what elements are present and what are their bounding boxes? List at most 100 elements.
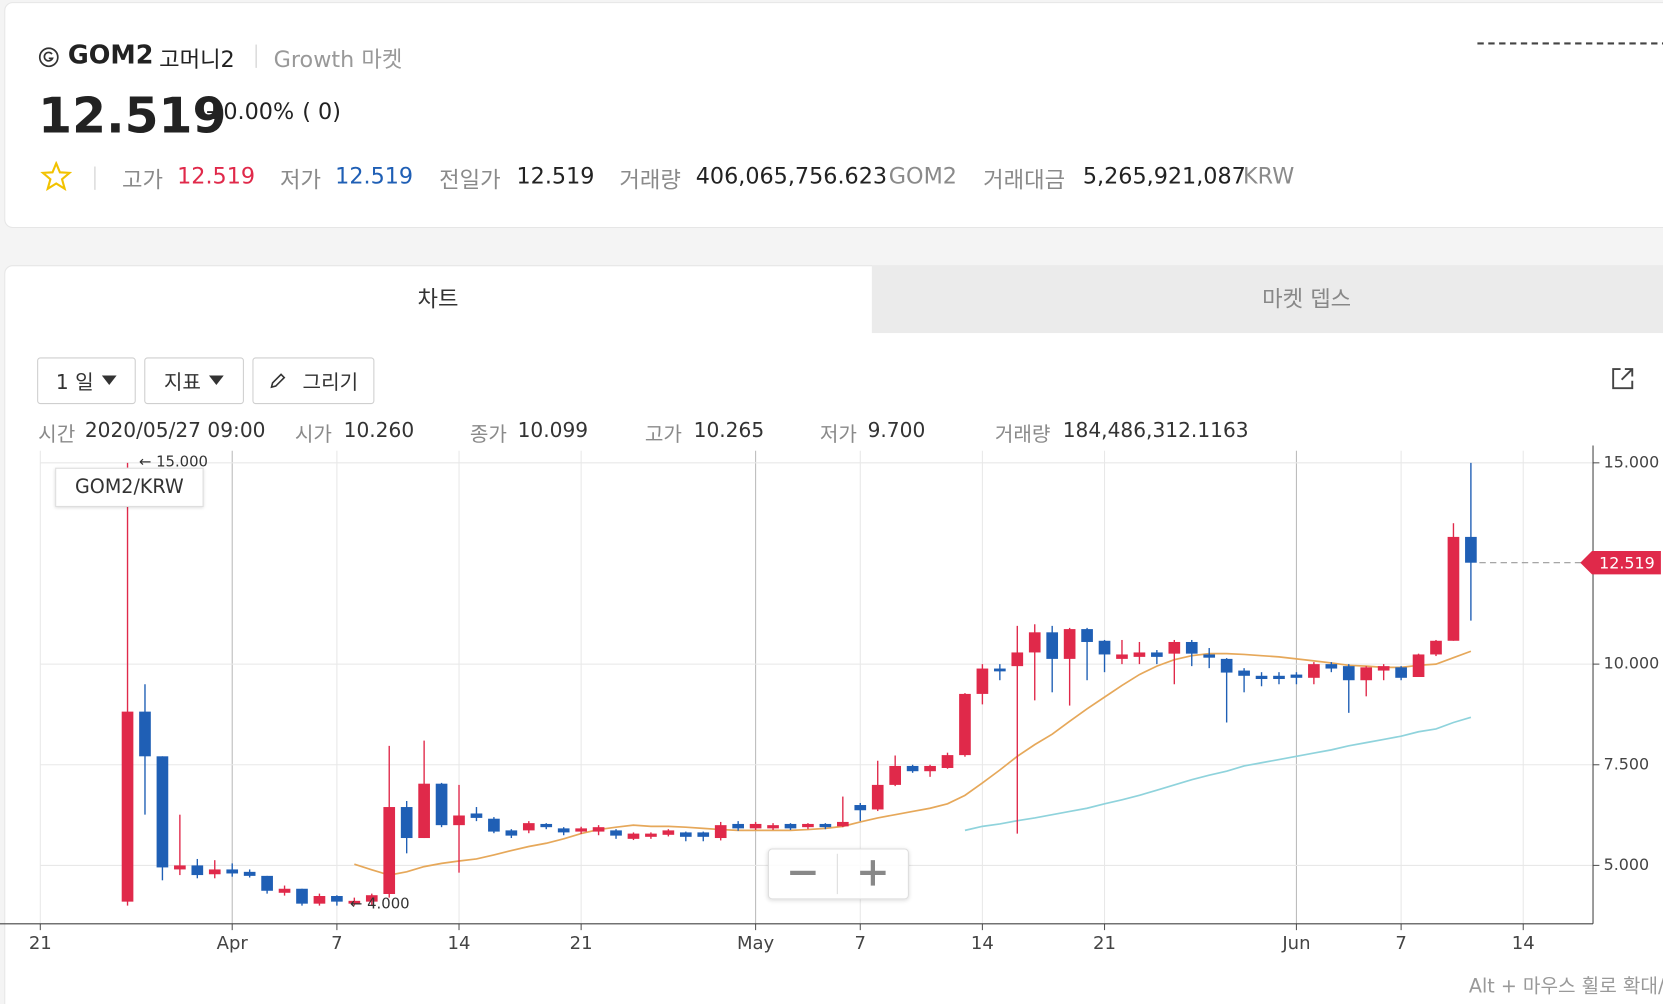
- candle-body: [1116, 654, 1128, 659]
- candle-body: [1028, 632, 1041, 653]
- dashed-line: [1477, 42, 1663, 45]
- tab-market-depth[interactable]: 마켓 뎁스: [1262, 286, 1352, 312]
- candle-body: [1081, 629, 1093, 642]
- candle-body: [714, 825, 727, 839]
- y-tick-label: 10.000: [1604, 654, 1660, 673]
- stat-label: 거래량: [619, 167, 681, 194]
- zoom-control: [767, 848, 909, 900]
- candle-body: [732, 823, 744, 829]
- candle-body: [679, 832, 692, 837]
- zoom-out[interactable]: [790, 870, 816, 875]
- candle-body: [1360, 667, 1373, 681]
- stat-unit: KRW: [1243, 163, 1295, 189]
- candle-body: [1430, 640, 1442, 655]
- info-label: 거래량: [994, 423, 1051, 447]
- candle-body: [226, 869, 239, 874]
- candle-body: [889, 765, 902, 785]
- stat-value: 12.519: [516, 163, 595, 189]
- candle-body: [400, 807, 413, 839]
- stat-value: 12.519: [177, 163, 256, 189]
- info-value: 10.265: [693, 418, 765, 443]
- candle-body: [208, 869, 221, 875]
- info-label: 시간: [38, 423, 76, 447]
- coin-icon: [38, 47, 59, 68]
- candle-body: [191, 865, 204, 876]
- stat-label: 거래대금: [983, 167, 1066, 194]
- symbol: GOM2: [67, 40, 154, 70]
- info-value: 2020/05/27 09:00: [84, 418, 266, 443]
- korean-name: 고머니2: [159, 46, 235, 73]
- candle-body: [1063, 629, 1076, 659]
- candle-body: [1308, 664, 1320, 678]
- candle-body: [453, 815, 465, 826]
- zoom-in[interactable]: [870, 860, 875, 886]
- candle-body: [174, 865, 186, 870]
- stat-value: 406,065,756.623: [695, 163, 888, 189]
- stat-label: 고가: [121, 167, 163, 194]
- candle-body: [592, 827, 605, 832]
- popout-icon[interactable]: [1611, 367, 1634, 390]
- stat-value: 5,265,921,087: [1082, 163, 1246, 189]
- x-tick-label: 7: [1395, 933, 1406, 954]
- x-tick-label: 21: [1093, 933, 1116, 954]
- indicator-button[interactable]: 지표: [144, 357, 244, 405]
- moving-average: [964, 716, 1472, 832]
- candle-body: [1098, 640, 1111, 655]
- info-label: 저가: [819, 423, 857, 447]
- candle-body: [261, 875, 273, 891]
- x-tick-label: Jun: [1281, 933, 1310, 954]
- y-tick-label: 15.000: [1604, 452, 1660, 471]
- change: ( 0): [302, 98, 341, 125]
- y-tick-label: 7.500: [1604, 754, 1650, 773]
- legend-label: GOM2/KRW: [55, 467, 204, 507]
- candle-body: [296, 888, 308, 904]
- candle-body: [1377, 666, 1390, 671]
- candle-body: [749, 823, 762, 829]
- draw-button[interactable]: 그리기: [252, 357, 375, 405]
- candle-body: [924, 765, 936, 772]
- candle-body: [243, 871, 256, 876]
- candle-body: [906, 765, 919, 772]
- candle-body: [1133, 652, 1146, 657]
- candle-body: [836, 821, 849, 827]
- y-tick-label: 5.000: [1604, 855, 1650, 874]
- info-label: 종가: [469, 423, 507, 447]
- candle-body: [767, 825, 779, 829]
- candle-body: [819, 823, 832, 828]
- candle-body: [1220, 658, 1233, 673]
- moving-average: [354, 650, 1472, 876]
- info-value: 10.099: [517, 418, 589, 443]
- candle-body: [1011, 652, 1024, 667]
- annotation: ← 15.000: [139, 453, 208, 470]
- candle-body: [1203, 654, 1216, 658]
- favorite-star[interactable]: [40, 161, 73, 191]
- candle-body: [418, 783, 430, 839]
- candle-body: [871, 784, 884, 810]
- candle-body: [1447, 536, 1460, 641]
- stat-unit: GOM2: [888, 163, 957, 189]
- candle-body: [1238, 670, 1250, 676]
- candle-body: [435, 783, 448, 826]
- divider: [255, 44, 257, 68]
- candle-body: [994, 668, 1006, 672]
- stat-value: 12.519: [335, 163, 414, 189]
- candle-body: [1185, 641, 1198, 654]
- candle-body: [1395, 667, 1407, 678]
- tab-chart[interactable]: 차트: [417, 286, 459, 312]
- candle-body: [802, 823, 814, 828]
- candle-body: [1465, 536, 1477, 563]
- x-tick-label: 14: [448, 933, 471, 954]
- candle-body: [1342, 666, 1355, 681]
- candle-body: [1046, 632, 1059, 659]
- candle-body: [383, 807, 396, 894]
- current-price-label: 12.519: [1599, 553, 1655, 572]
- period-button[interactable]: 1 일: [37, 357, 136, 405]
- candle-body: [1273, 675, 1285, 680]
- candle-body: [697, 832, 710, 837]
- candle-body: [610, 830, 622, 836]
- candle-body: [121, 711, 134, 902]
- candle-body: [1255, 675, 1268, 680]
- candle-body: [331, 896, 343, 902]
- candle-body: [156, 756, 169, 868]
